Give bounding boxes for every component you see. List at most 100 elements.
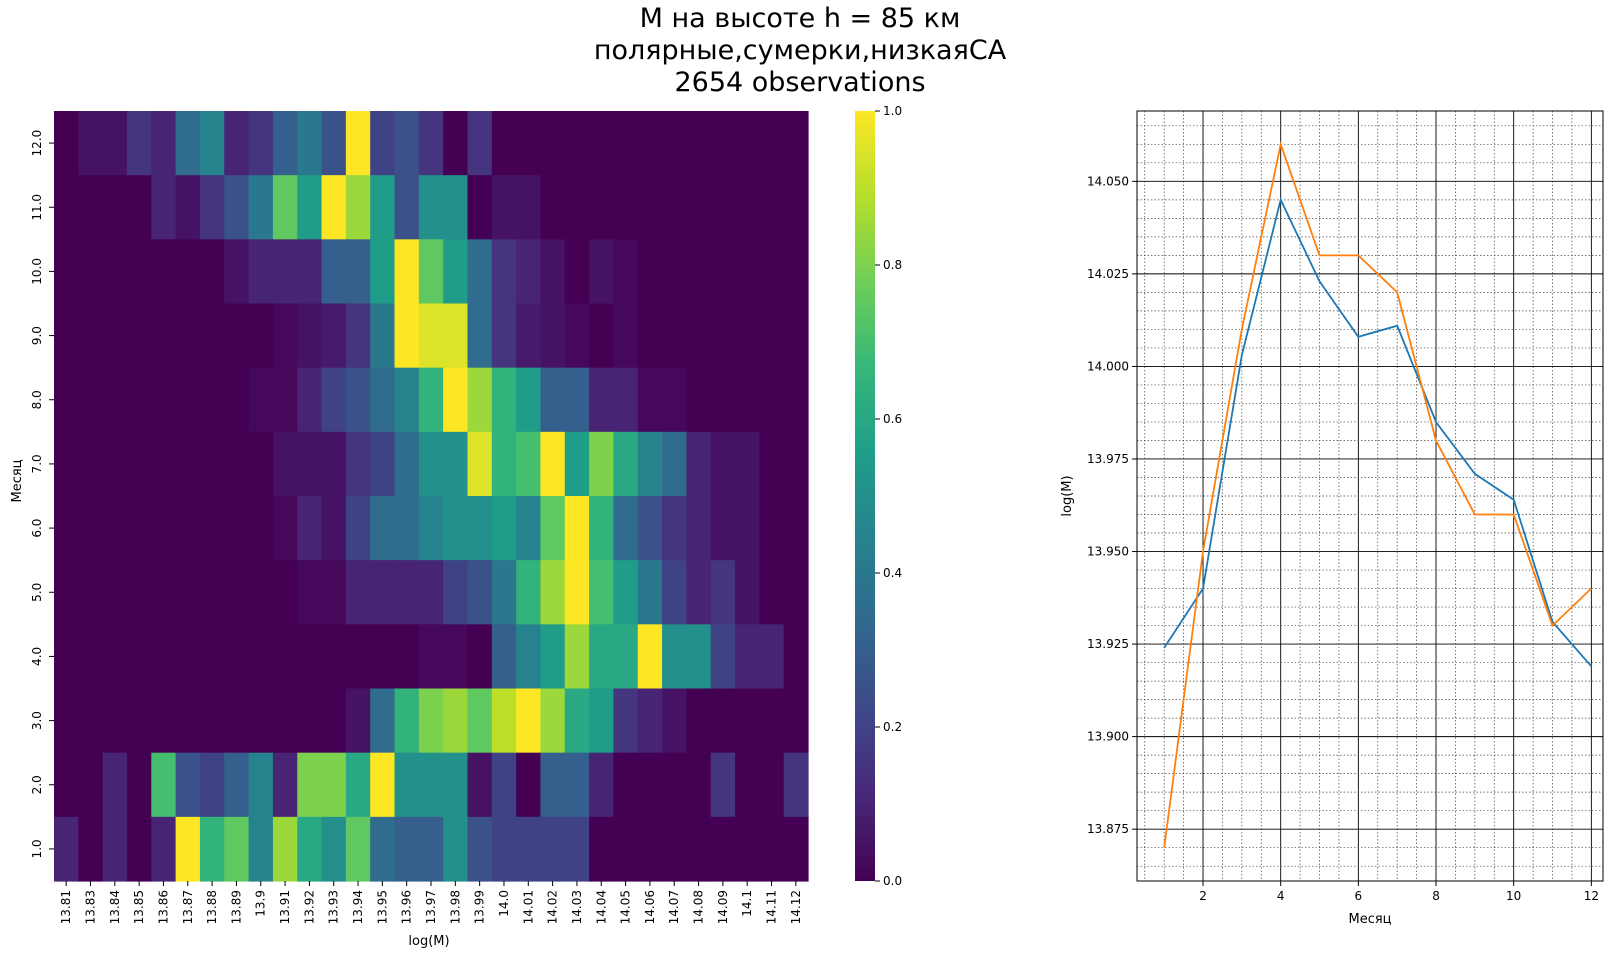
- heatmap-cell: [710, 175, 736, 240]
- heatmap-cell: [710, 111, 736, 176]
- heatmap-cell: [564, 752, 590, 818]
- heatmap-cell: [418, 367, 444, 433]
- heatmap-cell: [199, 431, 225, 497]
- heatmap-cell: [686, 688, 712, 754]
- heatmap-cell: [783, 624, 809, 690]
- heatmap-xtick-label: 14.06: [643, 890, 657, 924]
- heatmap-cell: [686, 816, 712, 882]
- heatmap-cell: [175, 367, 201, 433]
- heatmap-cell: [710, 367, 736, 433]
- heatmap-cell: [370, 175, 396, 240]
- heatmap-cell: [686, 496, 712, 561]
- heatmap-cell: [443, 688, 469, 754]
- heatmap-cell: [686, 367, 712, 433]
- heatmap-cell: [78, 688, 104, 754]
- heatmap-cell: [224, 303, 250, 369]
- title-line-2: полярные,сумерки,низкаяСА: [593, 35, 1007, 66]
- heatmap-cell: [686, 303, 712, 369]
- heatmap-cell: [759, 111, 785, 176]
- heatmap-cell: [248, 752, 274, 818]
- heatmap-cell: [394, 111, 420, 176]
- heatmap-cell: [321, 496, 347, 561]
- heatmap-cell: [710, 688, 736, 754]
- heatmap-cell: [662, 624, 687, 690]
- heatmap-cell: [394, 431, 420, 497]
- heatmap-cell: [467, 816, 493, 882]
- heatmap-cell: [151, 239, 177, 305]
- heatmap-cell: [637, 431, 663, 497]
- heatmap-cell: [710, 624, 736, 690]
- heatmap-cell: [394, 175, 420, 240]
- heatmap-cell: [370, 367, 396, 433]
- heatmap-cell: [345, 111, 371, 176]
- heatmap-cell: [540, 431, 566, 497]
- heatmap-xtick-label: 13.84: [108, 890, 122, 924]
- heatmap-cell: [710, 816, 736, 882]
- heatmap-cell: [637, 496, 663, 561]
- heatmap-cell: [102, 303, 128, 369]
- heatmap-cell: [321, 303, 347, 369]
- heatmap-cell: [151, 560, 177, 625]
- heatmap-cell: [564, 560, 590, 625]
- heatmap-cell: [78, 560, 104, 625]
- heatmap-cell: [102, 175, 128, 240]
- heatmap-cell: [272, 111, 298, 176]
- heatmap-cell: [759, 431, 785, 497]
- heatmap-ytick-label: 11.0: [30, 194, 44, 221]
- heatmap-cell: [735, 239, 760, 305]
- heatmap-cell: [199, 303, 225, 369]
- heatmap-cell: [637, 560, 663, 625]
- heatmap-xtick-label: 13.92: [302, 890, 316, 924]
- heatmap-cell: [540, 367, 566, 433]
- heatmap-cell: [783, 239, 809, 305]
- heatmap-cell: [199, 688, 225, 754]
- heatmap-cell: [613, 431, 639, 497]
- heatmap-xtick-label: 14.03: [570, 890, 584, 924]
- heatmap-cell: [175, 175, 201, 240]
- heatmap-cell: [345, 624, 371, 690]
- heatmap-cell: [199, 560, 225, 625]
- heatmap-cell: [248, 496, 274, 561]
- heatmap-cell: [370, 239, 396, 305]
- heatmap-cell: [662, 111, 687, 176]
- heatmap-cell: [443, 175, 469, 240]
- heatmap-cell: [759, 560, 785, 625]
- heatmap-cell: [370, 816, 396, 882]
- heatmap-cell: [126, 431, 152, 497]
- heatmap-cell: [151, 688, 177, 754]
- heatmap-cell: [248, 816, 274, 882]
- heatmap-cell: [662, 560, 687, 625]
- heatmap-cell: [248, 239, 274, 305]
- heatmap-cell: [686, 239, 712, 305]
- heatmap-cell: [686, 624, 712, 690]
- heatmap-xtick-label: 14.1: [740, 890, 754, 917]
- heatmap-cell: [102, 367, 128, 433]
- heatmap-cell: [443, 624, 469, 690]
- heatmap-cell: [54, 624, 79, 690]
- heatmap-cell: [175, 752, 201, 818]
- heatmap-cell: [54, 239, 79, 305]
- heatmap-cell: [54, 175, 79, 240]
- heatmap-cell: [321, 560, 347, 625]
- heatmap-xtick-label: 13.86: [157, 890, 171, 924]
- heatmap-cell: [418, 239, 444, 305]
- heatmap-cell: [297, 624, 323, 690]
- heatmap-ytick-label: 12.0: [30, 130, 44, 157]
- heatmap-cell: [783, 111, 809, 176]
- heatmap-cell: [345, 496, 371, 561]
- heatmap-cell: [613, 752, 639, 818]
- heatmap-cell: [491, 303, 517, 369]
- heatmap-cell: [248, 367, 274, 433]
- heatmap-cell: [78, 303, 104, 369]
- heatmap-cell: [175, 688, 201, 754]
- heatmap-cell: [321, 688, 347, 754]
- heatmap-cell: [516, 367, 542, 433]
- heatmap-cell: [443, 496, 469, 561]
- heatmap-cell: [589, 560, 615, 625]
- heatmap-cell: [759, 624, 785, 690]
- heatmap-cell: [175, 816, 201, 882]
- heatmap-cell: [467, 752, 493, 818]
- heatmap-cell: [54, 431, 79, 497]
- heatmap-cell: [224, 111, 250, 176]
